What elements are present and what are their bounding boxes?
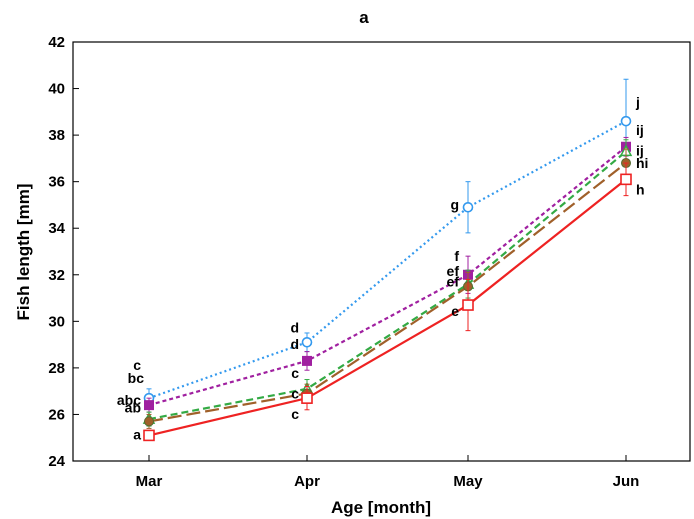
significance-letter: d [290,319,299,335]
data-point [620,115,632,127]
x-tick-label: May [453,473,483,490]
significance-letter: ef [447,273,460,289]
y-tick-label: 42 [48,34,65,51]
significance-letter: f [454,248,459,264]
data-point [462,201,474,213]
significance-letter: j [635,94,640,110]
data-point [301,336,313,348]
plot-area-frame [72,41,691,462]
significance-letter: g [450,196,459,212]
significance-letter: bc [128,370,145,386]
significance-letter: h [636,181,645,197]
series-5 [143,162,632,442]
data-point [620,173,632,186]
data-point [143,429,155,442]
chart-title: a [359,8,369,27]
significance-letter: ef [447,263,460,279]
data-point [301,392,313,404]
series-line [148,178,627,437]
y-axis: 24 26 28 30 32 34 36 38 40 42 [48,34,79,470]
y-tick-label: 34 [48,220,65,237]
series-1 [143,78,632,408]
data-point [302,355,312,366]
significance-letter: c [291,385,299,401]
y-tick-label: 30 [48,313,65,330]
x-tick-label: Apr [294,473,320,490]
x-tick-label: Mar [136,473,163,490]
y-tick-label: 28 [48,360,65,377]
y-tick-label: 24 [48,453,65,470]
significance-letter: ij [636,122,644,138]
y-tick-label: 32 [48,267,65,284]
significance-letter: e [451,303,459,319]
significance-letter: d [290,336,299,352]
significance-letter: hi [636,155,648,171]
significance-letter: a [133,426,141,442]
data-point [144,400,154,411]
series-layer [142,78,633,442]
series-line [148,120,627,400]
x-axis-title: Age [month] [331,498,431,517]
series-line [148,150,627,421]
series-line [148,162,627,423]
y-tick-label: 40 [48,81,65,98]
y-tick-label: 38 [48,127,65,144]
x-tick-label: Jun [613,473,640,490]
significance-letter: c [133,357,141,373]
data-point [144,416,154,427]
series-2 [144,136,631,413]
y-tick-label: 26 [48,406,65,423]
x-axis: Mar Apr May Jun [136,455,640,490]
y-tick-label: 36 [48,174,65,191]
significance-letter: c [291,365,299,381]
series-3 [142,139,633,427]
significance-letter: c [291,406,299,422]
data-point [462,299,474,311]
series-line [148,145,627,407]
significance-letter: abc [117,392,141,408]
y-axis-title: Fish length [mm] [14,184,33,321]
significance-letter: ij [636,142,644,158]
significance-letter: ab [125,399,141,415]
